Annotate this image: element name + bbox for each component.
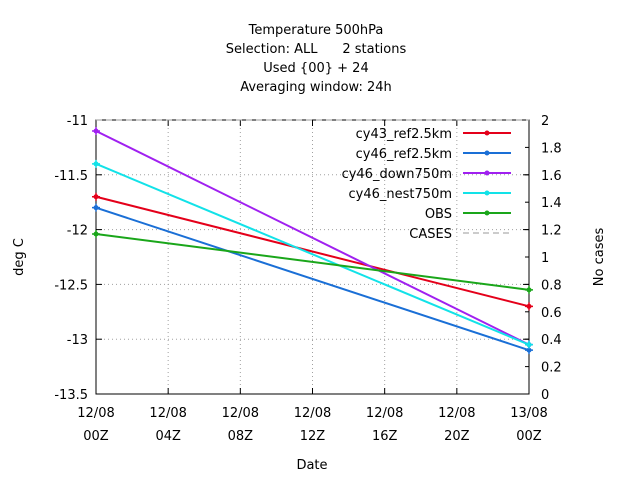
x-tick-label-hour: 00Z [516,429,542,444]
y-tick-label: -12.5 [54,278,88,293]
y2-tick-label: 0.6 [541,306,562,321]
legend-label: cy46_nest750m [349,187,452,202]
y2-axis-ticks: 2 1.8 1.6 1.4 1.2 1 0.8 0.6 0.4 0.2 0 [525,114,562,403]
legend-label: OBS [425,207,452,222]
x-tick-label-date: 12/08 [294,406,331,421]
legend-marker [484,130,490,136]
legend-label: CASES [409,227,452,242]
y-axis-label: deg C [12,238,27,276]
series-point-marker [525,285,533,294]
series-point-marker [92,159,100,168]
x-tick-label-date: 12/08 [222,406,259,421]
y2-tick-label: 0.2 [541,361,562,376]
y2-tick-label: 1.2 [541,224,562,239]
x-axis-label: Date [296,458,327,473]
legend-label: cy46_ref2.5km [356,147,452,162]
y2-tick-label: 1 [541,251,549,266]
x-tick-label-hour: 04Z [155,429,181,444]
x-tick-label-hour: 12Z [300,429,326,444]
chart-title-line: Averaging window: 24h [240,80,392,95]
legend-marker [484,170,490,176]
y2-tick-label: 1.6 [541,169,562,184]
y-tick-label: -13 [67,333,88,348]
x-tick-label-date: 13/08 [510,406,547,421]
legend-marker [484,150,490,156]
x-tick-label-date: 12/08 [366,406,403,421]
y-tick-label: -11.5 [54,169,88,184]
x-tick-label-hour: 20Z [444,429,470,444]
chart-title-line: Used {00} + 24 [263,61,368,76]
x-axis-ticks: 12/08 00Z 12/08 04Z 12/08 08Z 12/08 12Z 12/08 16Z… [77,120,548,444]
series-lines [92,119,533,355]
series-point-marker [525,340,533,349]
series-point-marker [525,302,533,311]
chart-title-line: Temperature 500hPa [248,23,384,38]
x-tick-label-date: 12/08 [77,406,114,421]
y2-tick-label: 0.4 [541,333,562,348]
legend: cy43_ref2.5km cy46_ref2.5km cy46_down750mc… [342,127,511,242]
x-tick-label-date: 12/08 [438,406,475,421]
series-point-marker [92,126,100,135]
x-tick-label-date: 12/08 [149,406,186,421]
series-point-marker [92,192,100,201]
series-line [95,130,530,346]
x-tick-label-hour: 08Z [228,429,254,444]
chart-title-line: Selection: ALL 2 stations [226,42,407,57]
grid [96,120,529,394]
y2-axis-label: No cases [592,228,607,287]
y-tick-label: -13.5 [54,388,88,403]
y2-tick-label: 1.4 [541,196,562,211]
series-line [95,195,530,308]
legend-label: cy43_ref2.5km [356,127,452,142]
y2-tick-label: 2 [541,114,549,129]
y2-tick-label: 1.8 [541,141,562,156]
y2-tick-label: 0.8 [541,278,562,293]
y-tick-label: -11 [67,114,88,129]
legend-label: cy46_down750m [342,167,452,182]
y2-tick-label: 0 [541,388,549,403]
y-tick-label: -12 [67,224,88,239]
legend-marker [484,210,490,216]
series-line [95,162,530,346]
series-line [95,232,530,291]
series-point-marker [92,229,100,238]
x-tick-label-hour: 00Z [83,429,109,444]
y-axis-ticks: -11 -11.5 -12 -12.5 -13 -13.5 [54,114,529,403]
x-tick-label-hour: 16Z [372,429,398,444]
series-point-marker [92,203,100,212]
chart-title: Temperature 500hPa Selection: ALL 2 stati… [226,23,407,95]
legend-marker [484,190,490,196]
series-line [95,206,530,352]
